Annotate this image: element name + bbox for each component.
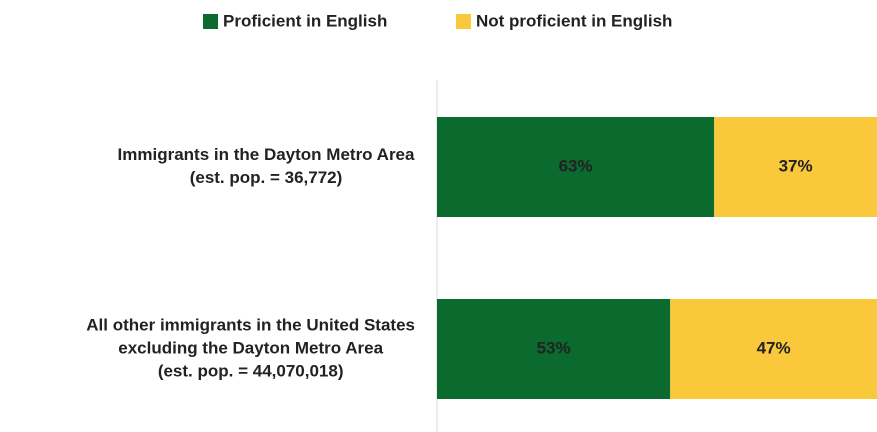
- category-label: All other immigrants in the United State…: [86, 315, 415, 380]
- category-label-line: All other immigrants in the United State…: [86, 315, 415, 334]
- category-label-line: excluding the Dayton Metro Area: [118, 338, 383, 357]
- value-label: 63%: [559, 156, 593, 175]
- bar-segment: [714, 117, 877, 217]
- bar-segment: [670, 299, 877, 399]
- category-label-line: (est. pop. = 44,070,018): [158, 361, 344, 380]
- legend-swatch: [456, 14, 471, 29]
- category-label-line: Immigrants in the Dayton Metro Area: [118, 145, 415, 164]
- category-label: Immigrants in the Dayton Metro Area (est.…: [118, 145, 415, 187]
- legend-label: Not proficient in English: [476, 11, 672, 30]
- value-label: 37%: [779, 156, 813, 175]
- bar-segment: [437, 117, 715, 217]
- legend-swatch: [203, 14, 218, 29]
- value-label: 53%: [537, 338, 571, 357]
- legend-label: Proficient in English: [223, 11, 387, 30]
- value-label: 47%: [757, 338, 791, 357]
- bar-segment: [437, 299, 671, 399]
- category-label-line: (est. pop. = 36,772): [190, 168, 343, 187]
